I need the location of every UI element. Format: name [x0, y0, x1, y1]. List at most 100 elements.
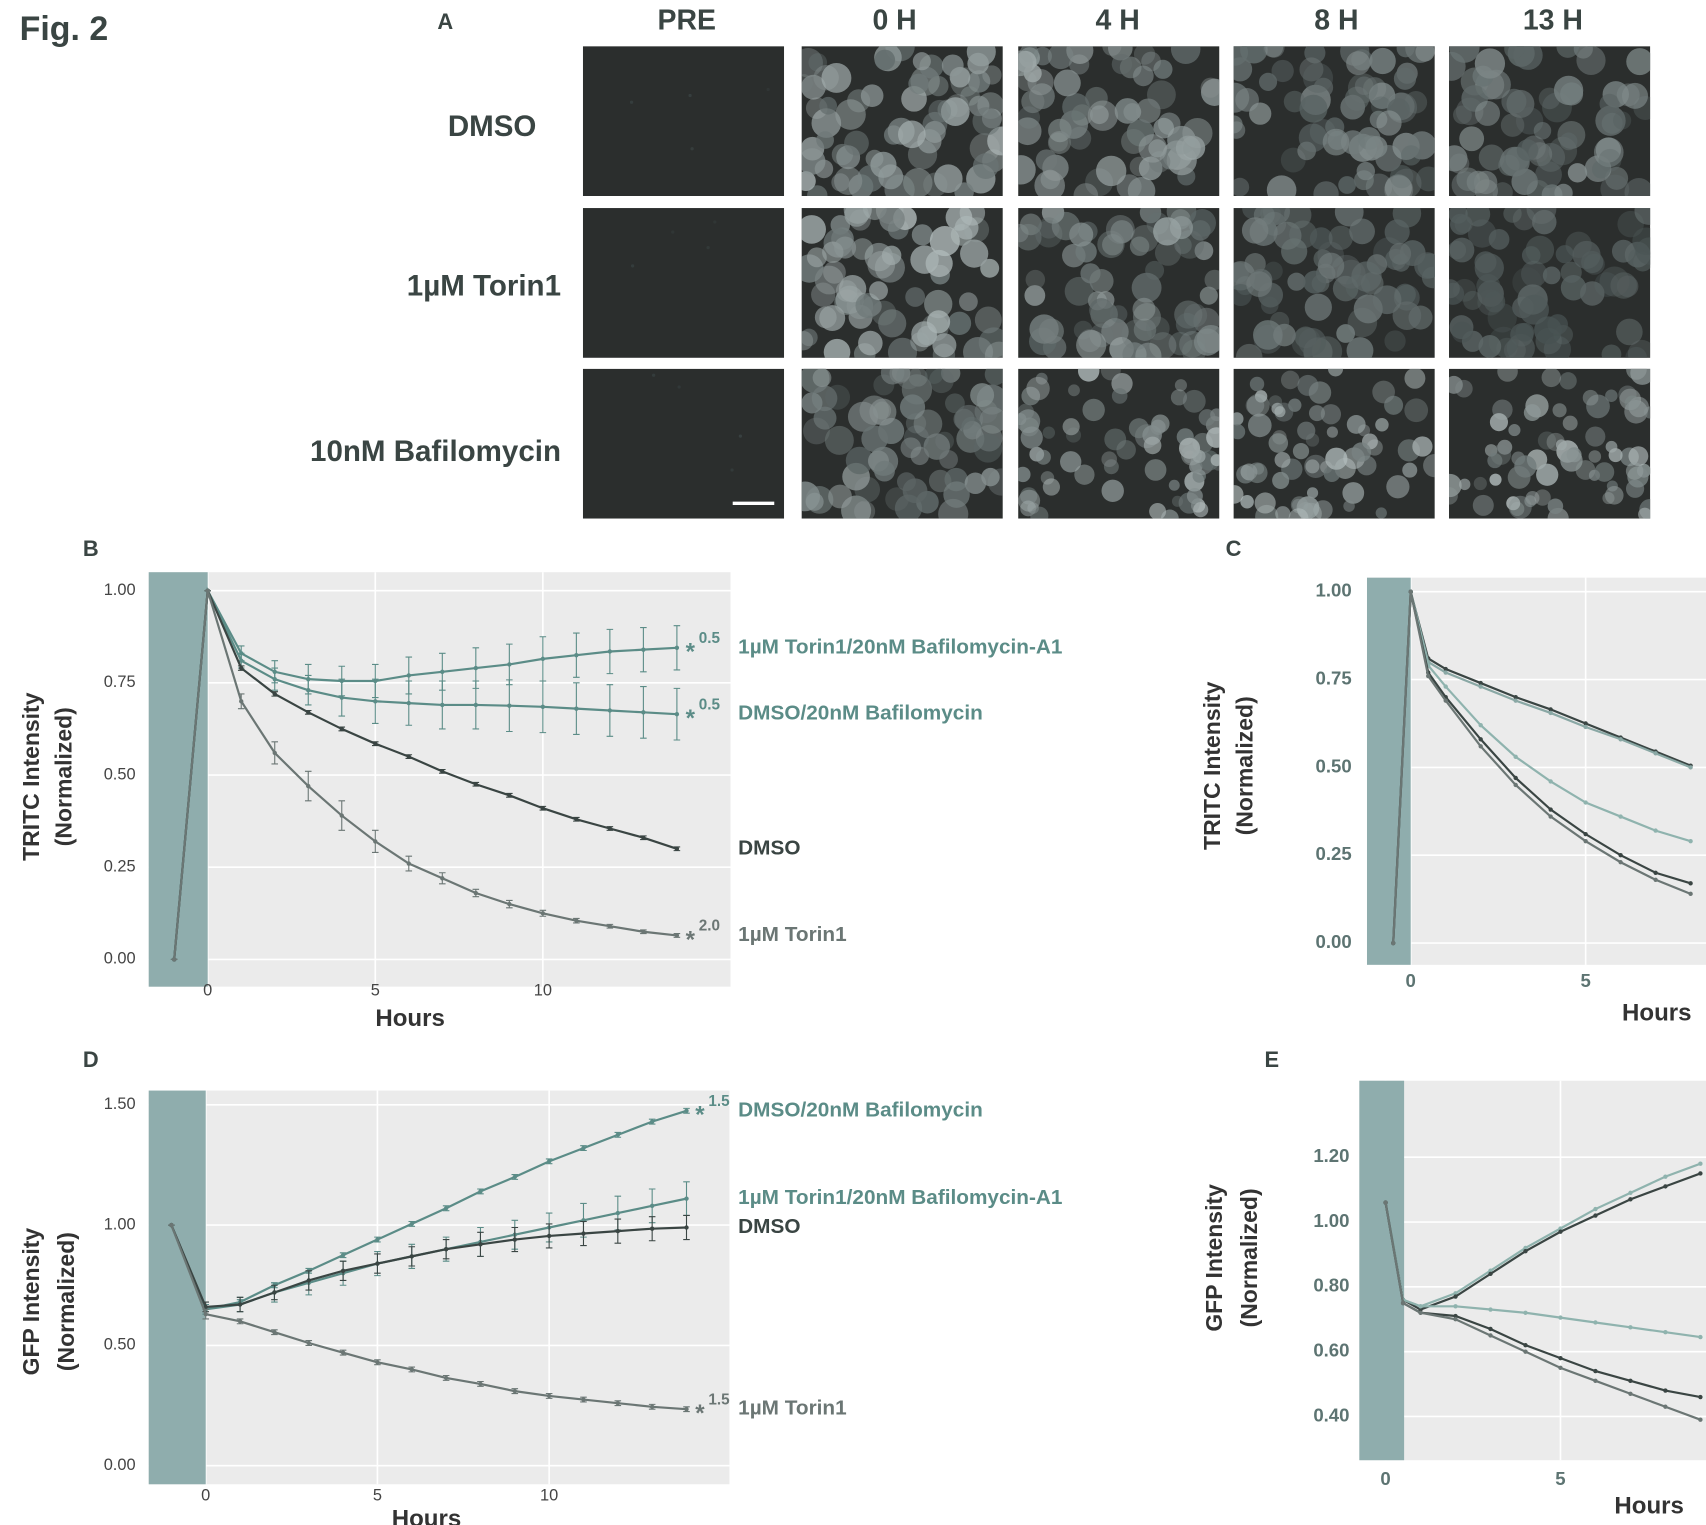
- cell: [1018, 223, 1042, 251]
- cell: [1042, 426, 1056, 439]
- cell: [1272, 471, 1290, 490]
- cell: [928, 75, 949, 97]
- data-point: [1583, 721, 1588, 726]
- cell: [1634, 208, 1651, 225]
- y-axis-title: TRITC Intensity: [1199, 681, 1225, 850]
- data-point: [375, 1360, 380, 1365]
- cell: [1145, 260, 1165, 280]
- data-point: [272, 676, 277, 682]
- cell: [1024, 285, 1046, 306]
- data-point: [546, 1233, 552, 1239]
- y-tick-label: 1.50: [104, 1095, 136, 1113]
- cell: [1519, 294, 1549, 325]
- y-tick-label: 0.75: [1316, 667, 1352, 688]
- y-tick-label: 1.00: [104, 581, 136, 599]
- significance-marker: *: [686, 639, 696, 666]
- cell: [1458, 478, 1471, 491]
- cell: [947, 311, 972, 336]
- x-axis-title: Hours: [1622, 999, 1691, 1026]
- cell: [1080, 263, 1101, 284]
- cell: [801, 171, 816, 192]
- data-point: [1523, 1349, 1528, 1354]
- x-tick-label: 5: [373, 1487, 382, 1505]
- cell: [803, 417, 830, 445]
- cell: [1346, 337, 1374, 358]
- cell: [1562, 415, 1578, 431]
- data-point: [339, 726, 344, 732]
- cell: [1271, 59, 1294, 83]
- cell: [1138, 134, 1168, 163]
- data-point: [1628, 1190, 1633, 1196]
- data-point: [1593, 1206, 1598, 1212]
- cell: [1541, 368, 1561, 388]
- data-point: [1418, 1307, 1423, 1312]
- data-point: [1523, 1245, 1528, 1251]
- micrograph: [582, 368, 785, 519]
- y-axis-title: GFP Intensity: [18, 1228, 44, 1376]
- cell: [1404, 91, 1428, 114]
- cell: [1121, 319, 1152, 350]
- cell: [1449, 145, 1468, 172]
- micrograph: [1233, 368, 1435, 519]
- cell: [1456, 167, 1480, 192]
- cell: [1608, 448, 1623, 463]
- data-point: [1663, 1404, 1668, 1409]
- cell: [959, 208, 986, 226]
- cell: [1488, 228, 1510, 250]
- cell: [1536, 463, 1559, 486]
- plot-background: [1359, 1080, 1706, 1461]
- cell: [1489, 473, 1502, 486]
- data-point: [1513, 698, 1518, 703]
- data-point: [1653, 877, 1658, 882]
- cell: [1035, 372, 1048, 385]
- row-label: 10nM Bafilomycin: [310, 435, 561, 468]
- cell: [1328, 368, 1344, 377]
- cell: [801, 74, 813, 93]
- series-line: [173, 586, 677, 960]
- cell: [1322, 128, 1350, 156]
- cell: [1139, 208, 1162, 224]
- cell: [1396, 46, 1415, 58]
- cell: [855, 293, 881, 319]
- column-header: 4 H: [1096, 5, 1140, 37]
- cell: [1313, 181, 1339, 197]
- data-point: [684, 1225, 689, 1230]
- cell: [974, 306, 1002, 334]
- micrograph: [1449, 46, 1651, 197]
- cell: [923, 120, 946, 143]
- y-tick-label: 0.25: [1316, 843, 1352, 864]
- significance-marker: *: [686, 926, 696, 953]
- cell: [1299, 94, 1328, 123]
- cell: [1304, 293, 1332, 321]
- data-point: [1443, 670, 1448, 675]
- series-label: 1µM Torin1: [738, 1397, 847, 1420]
- cell: [1100, 368, 1121, 381]
- cell: [1268, 433, 1289, 453]
- data-point: [540, 704, 546, 709]
- data-point: [581, 1145, 586, 1151]
- y-axis-title: (Normalized): [53, 1232, 79, 1371]
- cell: [953, 408, 975, 430]
- cell: [1624, 178, 1651, 197]
- cell: [1334, 208, 1364, 227]
- data-point: [339, 813, 344, 818]
- cell: [1451, 321, 1473, 343]
- cell: [1259, 72, 1278, 91]
- cell: [844, 208, 869, 227]
- cell: [1344, 86, 1370, 111]
- cell: [1077, 368, 1100, 382]
- cell: [1404, 368, 1426, 389]
- data-point: [684, 1108, 689, 1113]
- cell: [1175, 135, 1201, 161]
- cell: [1317, 252, 1345, 280]
- cell: [819, 96, 838, 115]
- cell: [1390, 165, 1414, 189]
- cell: [1126, 119, 1155, 147]
- cell: [1062, 93, 1090, 121]
- x-tick-label: 5: [1580, 970, 1590, 991]
- cell: [1336, 324, 1356, 343]
- cell: [1389, 242, 1412, 265]
- data-point: [443, 1246, 449, 1252]
- cell: [924, 289, 953, 319]
- data-point: [373, 741, 378, 746]
